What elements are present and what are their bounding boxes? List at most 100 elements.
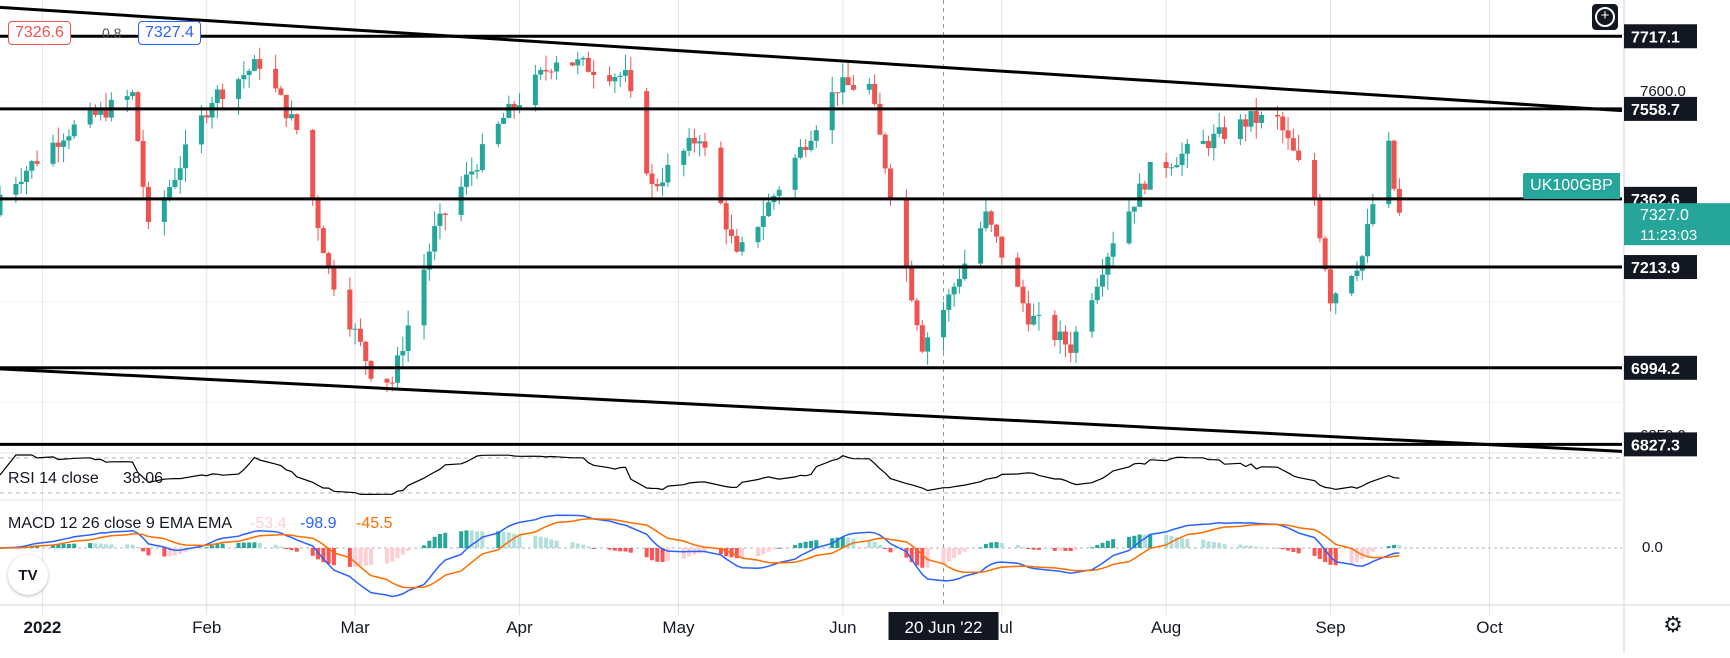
candle-body [691, 137, 697, 144]
macd-histogram-bar [1312, 548, 1317, 556]
spread-value: 0.8 [102, 25, 122, 41]
candle-body [988, 211, 994, 225]
macd-histogram-bar [1317, 548, 1322, 560]
current-price-label-background [1624, 203, 1730, 246]
macd-histogram-bar [702, 548, 707, 553]
rsi-value: 38.06 [123, 470, 164, 487]
macd-histogram-bar [846, 537, 851, 548]
candle-body [177, 168, 183, 180]
candle-body [421, 269, 427, 326]
macd-histogram-bar [872, 541, 877, 548]
macd-histogram-bar [1148, 534, 1153, 548]
bid-price-badge[interactable]: 7326.6 [8, 21, 71, 45]
add-indicator-button[interactable]: + [1592, 4, 1618, 30]
macd-histogram-bar [475, 531, 480, 548]
macd-histogram-bar [236, 542, 241, 548]
macd-histogram-bar [437, 533, 442, 548]
macd-histogram-bar [538, 536, 543, 548]
countdown-label: 11:23:03 [1640, 227, 1697, 244]
macd-histogram-bar [66, 543, 71, 548]
macd-histogram-bar [326, 548, 331, 564]
macd-histogram-bar [1280, 548, 1285, 550]
macd-histogram-bar [1291, 548, 1296, 552]
macd-histogram-value: -53.4 [250, 515, 287, 532]
rsi-label[interactable]: RSI 14 close [8, 470, 99, 487]
macd-histogram-bar [172, 548, 177, 556]
trendline [0, 367, 1623, 453]
macd-histogram-bar [427, 540, 432, 548]
macd-histogram-bar [1365, 548, 1370, 556]
macd-histogram-bar [612, 548, 617, 551]
macd-histogram-bar [1095, 544, 1100, 548]
macd-zero-label: 0.0 [1642, 539, 1663, 556]
candle-body [283, 94, 289, 119]
candle-body [956, 278, 962, 287]
macd-histogram-bar [130, 544, 135, 548]
macd-label[interactable]: MACD 12 26 close 9 EMA EMA [8, 515, 233, 532]
candle-body [357, 328, 363, 342]
candle-body [1216, 127, 1222, 134]
macd-histogram-bar [1174, 537, 1179, 548]
macd-histogram-bar [1286, 548, 1291, 551]
macd-histogram-bar [310, 548, 315, 556]
settings-button[interactable]: ⚙ [1660, 612, 1686, 638]
macd-histogram-bar [1058, 548, 1063, 551]
macd-histogram-bar [1026, 548, 1031, 550]
candle-body [585, 57, 591, 72]
candle-body [962, 263, 968, 279]
macd-histogram-bar [941, 548, 946, 565]
candle-body [723, 203, 729, 230]
level-price-label: 7213.9 [1624, 255, 1697, 280]
candle-body [994, 224, 1000, 237]
macd-histogram-bar [199, 548, 204, 550]
macd-histogram-bar [104, 544, 109, 548]
macd-histogram-bar [247, 542, 252, 548]
candle-body [909, 266, 915, 301]
candle-body [289, 114, 295, 119]
macd-line [0, 514, 1400, 598]
axis-labels: 7600.0 6850.0 7327.0 11:23:03 0.0 2022 Feb Mar A… [23, 83, 1730, 640]
candle-body [50, 142, 56, 164]
candle-body [607, 75, 613, 82]
macd-histogram-bar [183, 548, 188, 552]
symbol-badge[interactable]: UK100GBP [1523, 173, 1620, 199]
macd-histogram-bar [623, 548, 628, 552]
candle-body [29, 161, 35, 171]
level-label-background [1624, 432, 1697, 457]
macd-histogram-bar [220, 543, 225, 548]
candle-body [1089, 300, 1095, 332]
candle-body [702, 141, 708, 148]
macd-histogram-bar [289, 548, 294, 551]
macd-histogram-bar [1063, 548, 1068, 551]
macd-histogram-bar [1052, 548, 1057, 551]
candle-body [840, 77, 846, 93]
candle-body [1243, 119, 1249, 127]
price-tick-label: 7600.0 [1640, 83, 1686, 100]
tradingview-logo-icon[interactable]: TV [8, 555, 48, 595]
candle-body [888, 168, 894, 198]
macd-histogram-bar [51, 544, 56, 548]
macd-histogram-bar [395, 548, 400, 559]
macd-histogram-bar [771, 548, 776, 550]
macd-histogram-bar [665, 548, 670, 561]
candle-body [1025, 303, 1031, 325]
candle-body [978, 228, 984, 264]
candle-body [479, 144, 485, 171]
candle-body [71, 124, 77, 137]
macd-histogram-bar [1105, 540, 1110, 548]
macd-histogram-bar [649, 548, 654, 561]
candle-body [877, 103, 883, 135]
macd-histogram-bar [459, 531, 464, 548]
macd-histogram-bar [353, 548, 358, 567]
macd-histogram-bar [1243, 545, 1248, 548]
candle-body [760, 216, 766, 227]
candle-body [766, 202, 772, 217]
ask-price-badge[interactable]: 7327.4 [138, 21, 201, 45]
candle-body [1057, 331, 1063, 341]
candle-body [951, 286, 957, 295]
macd-histogram-bar [1370, 548, 1375, 552]
macd-histogram-bar [835, 537, 840, 548]
candle-body [1068, 344, 1074, 353]
